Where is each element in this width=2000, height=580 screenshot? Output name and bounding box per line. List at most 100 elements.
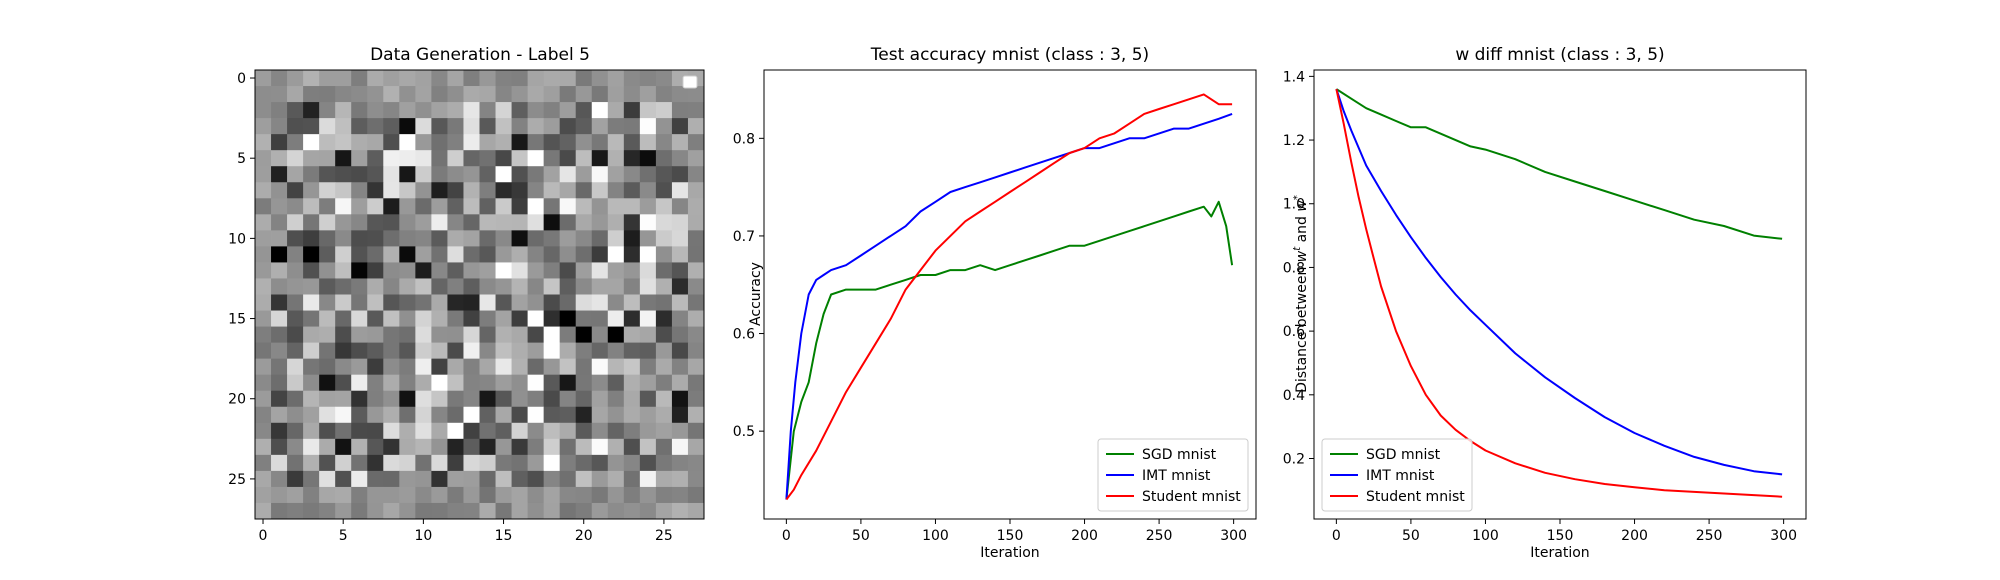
heatmap-cell <box>479 470 496 488</box>
heatmap-cell <box>271 70 288 87</box>
heatmap-cell <box>623 310 641 327</box>
heatmap-cell <box>287 262 304 279</box>
heatmap-xtick-label: 20 <box>575 528 593 544</box>
heatmap-cell <box>543 454 561 472</box>
heatmap-cell <box>511 406 529 424</box>
accuracy-xtick-label: 150 <box>997 528 1024 544</box>
heatmap-cell <box>671 470 689 488</box>
heatmap-cell <box>415 102 432 119</box>
heatmap-cell <box>511 358 529 376</box>
heatmap-cell <box>639 502 657 520</box>
heatmap-cell <box>367 374 384 392</box>
heatmap-cell <box>431 102 448 119</box>
heatmap-cell <box>335 182 352 199</box>
heatmap-cell <box>671 406 689 424</box>
heatmap-cell <box>511 118 529 135</box>
heatmap-cell <box>591 326 609 344</box>
heatmap-cell <box>511 134 529 151</box>
heatmap-cell <box>543 102 561 119</box>
heatmap-cell <box>623 86 641 103</box>
wdiff-xtick-label: 300 <box>1770 528 1797 544</box>
heatmap-cell <box>303 86 320 103</box>
heatmap-cell <box>415 358 432 376</box>
heatmap-cell <box>335 198 352 215</box>
heatmap-cell <box>671 230 689 247</box>
heatmap-cell <box>591 150 609 167</box>
heatmap-cell <box>623 374 641 392</box>
heatmap-cell <box>687 326 705 344</box>
heatmap-cell <box>271 86 288 103</box>
heatmap-cell <box>607 390 625 408</box>
heatmap-cell <box>415 422 432 440</box>
heatmap-cell <box>575 230 593 247</box>
heatmap-cells <box>255 70 705 520</box>
heatmap-ytick-label: 15 <box>228 312 246 328</box>
heatmap-cell <box>415 374 432 392</box>
heatmap-cell <box>623 342 641 360</box>
heatmap-cell <box>319 422 336 440</box>
heatmap-cell <box>447 486 464 504</box>
heatmap-cell <box>623 294 641 311</box>
heatmap-cell <box>463 342 480 360</box>
heatmap-cell <box>335 486 352 504</box>
heatmap-cell <box>383 230 400 247</box>
heatmap-cell <box>543 390 561 408</box>
heatmap-cell <box>639 326 657 344</box>
heatmap-cell <box>303 230 320 247</box>
heatmap-cell <box>415 454 432 472</box>
heatmap-cell <box>383 374 400 392</box>
heatmap-cell <box>607 374 625 392</box>
heatmap-cell <box>399 70 416 87</box>
heatmap-cell <box>479 102 496 119</box>
heatmap-cell <box>271 454 288 472</box>
heatmap-cell <box>335 294 352 311</box>
heatmap-cell <box>255 326 272 344</box>
heatmap-cell <box>559 150 577 167</box>
heatmap-cell <box>639 70 657 87</box>
heatmap-cell <box>495 70 512 87</box>
heatmap-cell <box>383 262 400 279</box>
heatmap-cell <box>367 390 384 408</box>
heatmap-cell <box>271 150 288 167</box>
heatmap-cell <box>447 406 464 424</box>
heatmap-cell <box>463 390 480 408</box>
heatmap-cell <box>351 294 368 311</box>
heatmap-cell <box>511 198 529 215</box>
heatmap-cell <box>431 166 448 183</box>
heatmap-cell <box>687 438 705 456</box>
heatmap-cell <box>623 134 641 151</box>
heatmap-cell <box>687 454 705 472</box>
heatmap-ytick-label: 25 <box>228 472 246 488</box>
heatmap-cell <box>351 166 368 183</box>
heatmap-cell <box>511 278 529 295</box>
heatmap-cell <box>559 374 577 392</box>
heatmap-cell <box>543 182 561 199</box>
heatmap-cell <box>527 438 545 456</box>
heatmap-cell <box>303 422 320 440</box>
heatmap-cell <box>575 246 593 263</box>
heatmap-cell <box>255 70 272 87</box>
heatmap-xtick-label: 15 <box>495 528 513 544</box>
heatmap-cell <box>527 230 545 247</box>
heatmap-cell <box>575 358 593 376</box>
heatmap-cell <box>687 486 705 504</box>
wdiff-ylabel: Distance between wt and w* <box>1292 195 1310 393</box>
heatmap-cell <box>399 262 416 279</box>
heatmap-cell <box>527 182 545 199</box>
heatmap-cell <box>575 262 593 279</box>
heatmap-cell <box>463 358 480 376</box>
heatmap-cell <box>591 86 609 103</box>
heatmap-cell <box>415 310 432 327</box>
heatmap-cell <box>671 454 689 472</box>
heatmap-cell <box>447 326 464 344</box>
heatmap-cell <box>655 134 673 151</box>
heatmap-cell <box>335 454 352 472</box>
heatmap-cell <box>415 294 432 311</box>
heatmap-cell <box>335 86 352 103</box>
heatmap-cell <box>399 278 416 295</box>
heatmap-cell <box>287 326 304 344</box>
heatmap-cell <box>607 246 625 263</box>
heatmap-cell <box>287 470 304 488</box>
heatmap-cell <box>287 230 304 247</box>
heatmap-cell <box>303 198 320 215</box>
